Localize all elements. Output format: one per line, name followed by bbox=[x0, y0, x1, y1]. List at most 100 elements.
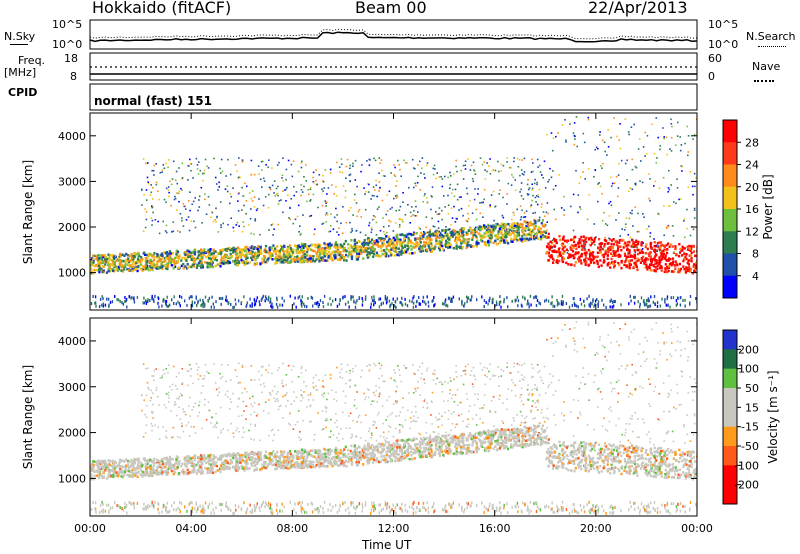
data-cell bbox=[667, 242, 670, 245]
data-cell bbox=[396, 237, 399, 240]
data-cell bbox=[532, 225, 535, 228]
data-cell bbox=[423, 194, 426, 197]
data-cell bbox=[361, 248, 365, 252]
data-cell bbox=[678, 254, 681, 258]
data-cell bbox=[166, 256, 169, 259]
data-cell bbox=[462, 227, 465, 230]
data-cell bbox=[490, 234, 493, 237]
data-cell bbox=[300, 162, 303, 164]
data-cell bbox=[226, 299, 228, 303]
data-cell bbox=[135, 471, 138, 475]
data-cell bbox=[241, 261, 244, 264]
data-cell bbox=[356, 257, 360, 260]
data-cell bbox=[232, 230, 235, 232]
data-cell bbox=[256, 254, 259, 258]
data-cell bbox=[153, 252, 156, 255]
data-cell bbox=[310, 255, 313, 258]
data-cell bbox=[157, 266, 160, 269]
data-cell bbox=[167, 186, 170, 188]
data-cell bbox=[444, 232, 446, 234]
data-cell bbox=[258, 300, 260, 304]
data-cell bbox=[443, 302, 445, 306]
data-cell bbox=[483, 243, 487, 246]
data-cell bbox=[329, 253, 332, 256]
data-cell bbox=[458, 444, 462, 447]
data-cell bbox=[435, 242, 438, 245]
data-cell bbox=[238, 192, 240, 194]
data-cell bbox=[594, 148, 596, 151]
data-cell bbox=[395, 209, 397, 212]
data-cell bbox=[529, 225, 531, 227]
data-cell bbox=[307, 189, 309, 191]
data-cell bbox=[531, 187, 534, 190]
data-cell bbox=[318, 174, 321, 176]
data-cell bbox=[499, 189, 501, 191]
data-cell bbox=[449, 187, 451, 189]
data-cell bbox=[562, 246, 565, 249]
data-cell bbox=[347, 300, 349, 304]
data-cell bbox=[516, 208, 518, 211]
data-cell bbox=[610, 452, 613, 456]
data-cell bbox=[91, 263, 94, 266]
data-cell bbox=[389, 220, 392, 223]
data-cell bbox=[658, 260, 661, 263]
data-cell bbox=[619, 123, 621, 125]
data-cell bbox=[413, 243, 416, 246]
data-cell bbox=[100, 267, 103, 271]
data-cell bbox=[143, 296, 145, 300]
data-cell bbox=[496, 303, 498, 307]
data-cell bbox=[658, 262, 661, 265]
data-cell bbox=[395, 195, 397, 197]
data-cell bbox=[451, 232, 454, 235]
data-cell bbox=[282, 255, 285, 258]
nsky-tick-bottom: 10^0 bbox=[52, 38, 83, 51]
data-cell bbox=[522, 198, 525, 200]
data-cell bbox=[136, 258, 140, 261]
data-cell bbox=[255, 261, 258, 265]
data-cell bbox=[594, 255, 597, 259]
data-cell bbox=[577, 245, 580, 249]
data-cell bbox=[441, 244, 444, 248]
data-cell bbox=[311, 243, 314, 247]
data-cell bbox=[301, 251, 304, 254]
data-cell bbox=[108, 263, 111, 266]
data-cell bbox=[431, 196, 433, 198]
data-cell bbox=[480, 236, 483, 240]
data-cell bbox=[472, 161, 475, 164]
data-cell bbox=[102, 302, 105, 306]
data-cell bbox=[158, 198, 160, 201]
data-cell bbox=[447, 296, 450, 300]
data-cell bbox=[494, 234, 497, 237]
data-cell bbox=[308, 244, 311, 248]
data-cell bbox=[646, 453, 649, 456]
data-cell bbox=[466, 450, 469, 454]
data-cell bbox=[533, 296, 535, 300]
data-cell bbox=[601, 248, 603, 251]
data-cell bbox=[597, 183, 599, 185]
data-cell bbox=[499, 300, 502, 304]
data-cell bbox=[469, 244, 472, 247]
data-cell bbox=[248, 458, 251, 461]
data-cell bbox=[235, 453, 238, 456]
data-cell bbox=[449, 175, 452, 177]
data-cell bbox=[590, 301, 592, 305]
data-cell bbox=[329, 168, 332, 171]
data-cell bbox=[131, 262, 134, 266]
data-cell bbox=[111, 259, 114, 262]
data-cell bbox=[314, 260, 317, 263]
data-cell bbox=[419, 241, 422, 244]
data-cell bbox=[539, 227, 542, 230]
data-cell bbox=[315, 169, 317, 171]
data-cell bbox=[620, 159, 623, 162]
data-cell bbox=[291, 251, 294, 254]
data-cell bbox=[151, 297, 153, 301]
data-cell bbox=[262, 177, 265, 180]
data-cell bbox=[239, 248, 242, 252]
data-cell bbox=[548, 244, 551, 248]
data-cell bbox=[558, 235, 561, 238]
data-cell bbox=[529, 228, 532, 231]
data-cell bbox=[573, 301, 575, 305]
data-cell bbox=[517, 165, 520, 168]
data-cell bbox=[460, 207, 463, 210]
data-cell bbox=[371, 238, 374, 241]
